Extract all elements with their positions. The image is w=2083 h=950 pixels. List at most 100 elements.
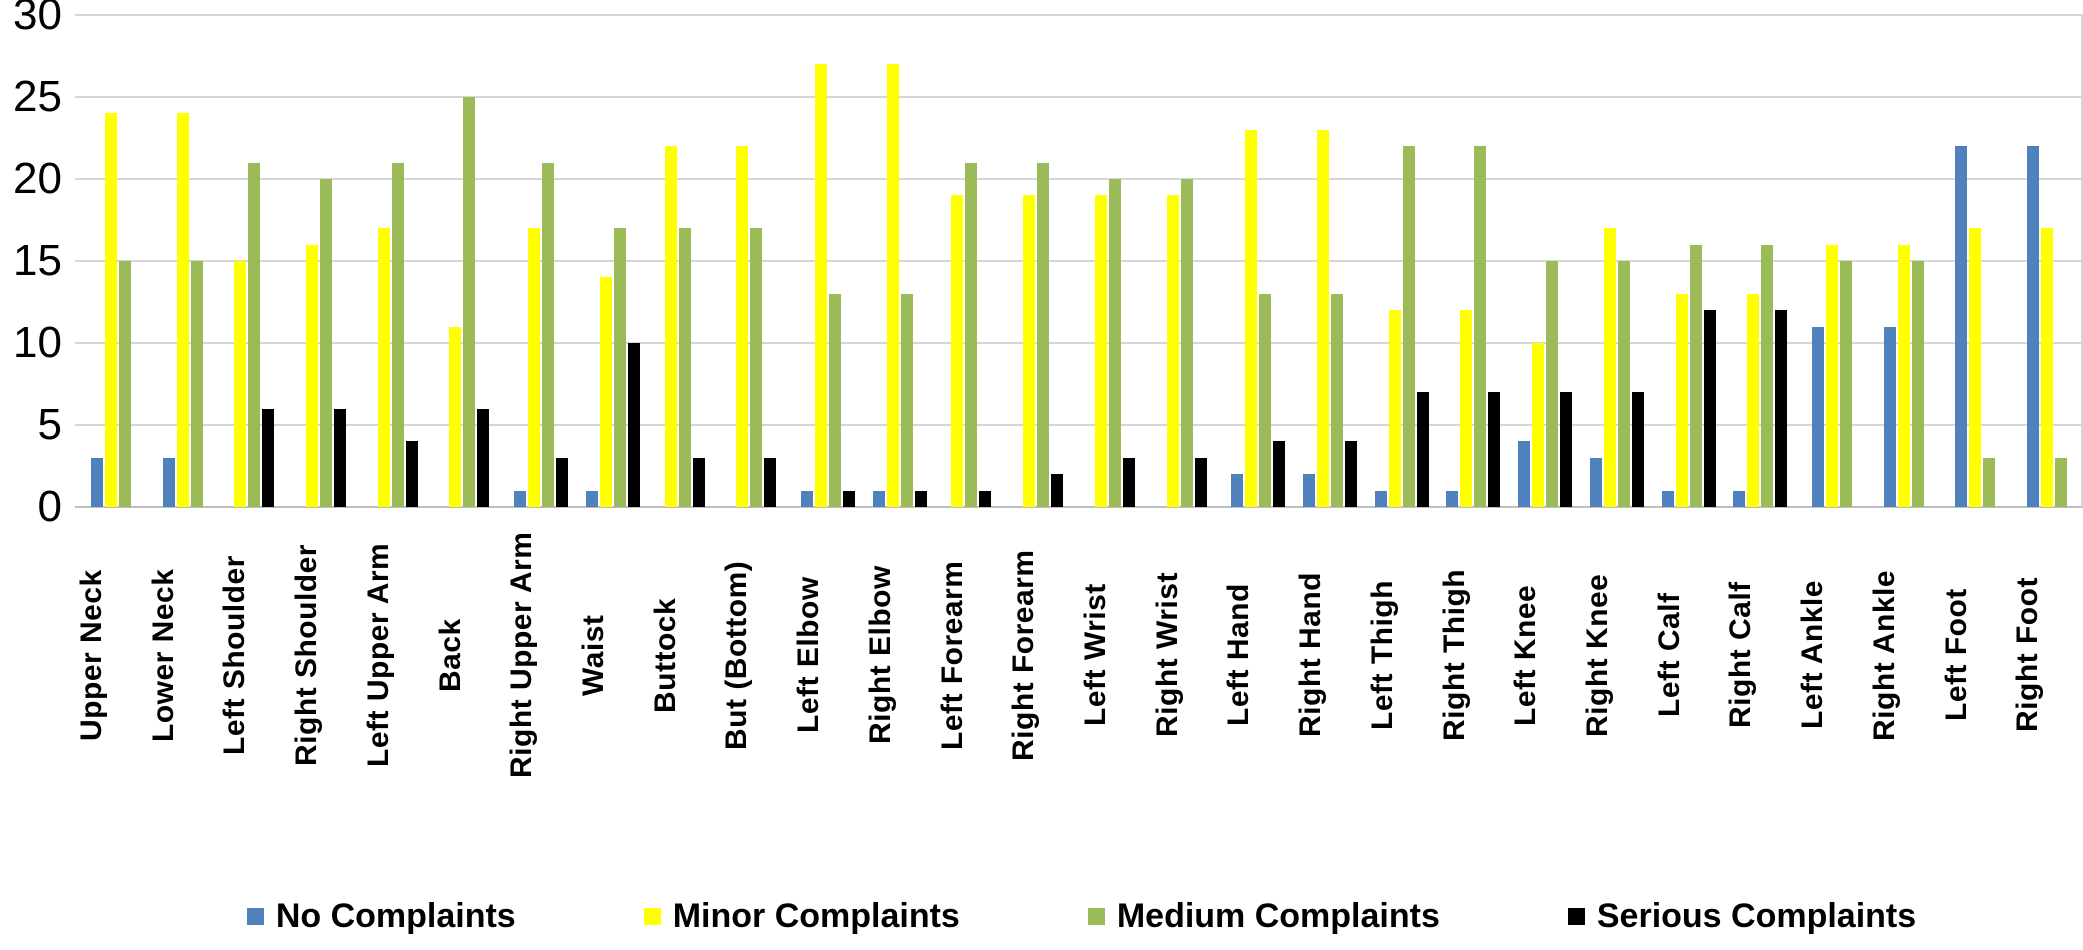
x-axis-line — [75, 506, 2083, 508]
bar-medium-complaints — [319, 179, 332, 507]
bar-group-left-elbow — [792, 64, 864, 507]
gridline — [75, 424, 2083, 426]
x-axis-label: Right Shoulder — [290, 544, 324, 766]
y-tick-label: 30 — [13, 0, 62, 39]
x-axis-label: Left Wrist — [1079, 583, 1112, 727]
bar-group-right-upper-arm — [505, 162, 577, 507]
x-axis-label: But (Bottom) — [720, 560, 754, 750]
bar-group-left-foot — [1940, 146, 2012, 507]
bar-medium-complaints — [613, 228, 626, 507]
bar-minor-complaints — [1166, 195, 1179, 507]
y-tick-label: 25 — [13, 72, 62, 121]
bar-medium-complaints — [463, 97, 476, 507]
bar-minor-complaints — [234, 261, 247, 507]
x-axis-label: Left Upper Arm — [361, 542, 395, 768]
x-axis-label: Right Thigh — [1437, 568, 1471, 742]
bar-serious-complaints — [1488, 392, 1501, 507]
x-axis-label: Left Forearm — [935, 560, 969, 750]
x-axis-label: Left Elbow — [792, 576, 826, 734]
bar-serious-complaints — [1560, 392, 1573, 507]
bar-group-right-wrist — [1151, 179, 1223, 507]
bar-minor-complaints — [1388, 310, 1401, 507]
x-axis-label: Right Elbow — [863, 565, 897, 745]
bar-serious-complaints — [1344, 441, 1357, 507]
bar-minor-complaints — [886, 64, 899, 507]
bar-group-left-forearm — [936, 162, 1008, 507]
bar-medium-complaints — [1761, 244, 1774, 507]
gridline — [75, 342, 2083, 344]
bar-serious-complaints — [1775, 310, 1788, 507]
bar-group-left-hand — [1222, 129, 1294, 507]
bar-medium-complaints — [190, 261, 203, 507]
bar-group-right-elbow — [864, 64, 936, 507]
bar-medium-complaints — [118, 261, 131, 507]
bar-group-right-forearm — [1007, 162, 1079, 507]
x-axis-label: Right Ankle — [1867, 569, 1901, 741]
bar-no-complaints — [2027, 146, 2040, 507]
bar-no-complaints — [1302, 474, 1315, 507]
bar-serious-complaints — [914, 490, 927, 507]
bar-no-complaints — [1518, 441, 1531, 507]
bar-no-complaints — [1811, 326, 1824, 507]
bar-group-left-wrist — [1079, 179, 1151, 507]
bar-group-left-calf — [1653, 244, 1725, 507]
bar-no-complaints — [514, 490, 527, 507]
bar-medium-complaints — [900, 293, 913, 507]
x-axis-label: Right Forearm — [1007, 549, 1041, 761]
bar-serious-complaints — [1703, 310, 1716, 507]
bar-group-left-shoulder — [218, 162, 290, 507]
bar-group-upper-neck — [75, 113, 147, 507]
bar-group-but-bottom- — [720, 146, 792, 507]
bar-serious-complaints — [262, 408, 275, 507]
bar-serious-complaints — [333, 408, 346, 507]
gridline — [75, 14, 2083, 16]
bar-serious-complaints — [1273, 441, 1286, 507]
bar-medium-complaints — [1402, 146, 1415, 507]
bar-group-right-knee — [1581, 228, 1653, 507]
bar-no-complaints — [90, 457, 103, 507]
bar-no-complaints — [1374, 490, 1387, 507]
y-tick-label: 10 — [13, 318, 62, 367]
bar-medium-complaints — [1108, 179, 1121, 507]
x-axis-label: Right Foot — [2011, 577, 2045, 733]
x-axis-label: Left Foot — [1939, 588, 1973, 722]
bar-minor-complaints — [1825, 244, 1838, 507]
bar-group-left-thigh — [1366, 146, 1438, 507]
bar-serious-complaints — [1051, 474, 1064, 507]
bar-minor-complaints — [1245, 129, 1258, 507]
bar-no-complaints — [1733, 490, 1746, 507]
bar-group-right-hand — [1294, 129, 1366, 507]
bar-minor-complaints — [1603, 228, 1616, 507]
bar-minor-complaints — [664, 146, 677, 507]
bar-no-complaints — [800, 490, 813, 507]
bar-group-waist — [577, 228, 649, 507]
bar-medium-complaints — [1546, 261, 1559, 507]
bar-serious-complaints — [1416, 392, 1429, 507]
legend-label: Medium Complaints — [1116, 896, 1440, 935]
bar-serious-complaints — [842, 490, 855, 507]
bar-no-complaints — [1231, 474, 1244, 507]
x-axis-label: Back — [433, 618, 467, 692]
bar-medium-complaints — [1474, 146, 1487, 507]
bar-no-complaints — [1883, 326, 1896, 507]
y-tick-label: 5 — [37, 400, 62, 449]
bar-minor-complaints — [176, 113, 189, 507]
x-axis-label: Left Calf — [1652, 592, 1686, 718]
legend-item-minor-complaints: Minor Complaints — [643, 897, 960, 936]
bar-minor-complaints — [1897, 244, 1910, 507]
bar-no-complaints — [1661, 490, 1674, 507]
bar-minor-complaints — [736, 146, 749, 507]
legend-marker-icon — [1567, 907, 1585, 925]
bar-medium-complaints — [1037, 162, 1050, 507]
bar-group-left-ankle — [1796, 244, 1868, 507]
x-axis-label: Right Hand — [1294, 572, 1328, 738]
bar-minor-complaints — [1969, 228, 1982, 507]
bar-minor-complaints — [599, 277, 612, 507]
legend-item-no-complaints: No Complaints — [246, 897, 516, 936]
bar-minor-complaints — [528, 228, 541, 507]
gridline — [75, 178, 2083, 180]
bar-minor-complaints — [1747, 293, 1760, 507]
bar-medium-complaints — [2055, 457, 2068, 507]
x-axis-label: Lower Neck — [146, 568, 180, 742]
